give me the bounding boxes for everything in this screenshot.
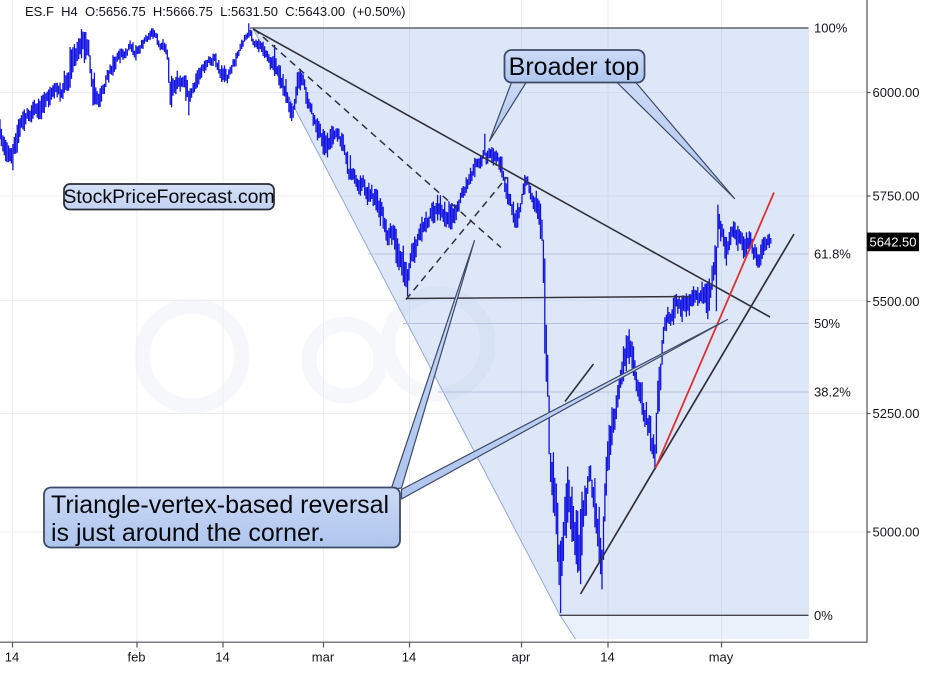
svg-text:5750.00: 5750.00 [873, 189, 920, 204]
svg-text:14: 14 [402, 650, 416, 665]
svg-text:mar: mar [312, 650, 335, 665]
svg-text:StockPriceForecast.com: StockPriceForecast.com [63, 186, 274, 208]
svg-text:14: 14 [5, 650, 19, 665]
svg-text:5500.00: 5500.00 [873, 294, 920, 309]
svg-text:Triangle-vertex-based reversal: Triangle-vertex-based reversal [51, 491, 389, 519]
svg-text:may: may [709, 650, 734, 665]
svg-text:0%: 0% [814, 608, 833, 623]
svg-text:Broader top: Broader top [509, 53, 640, 81]
svg-text:5250.00: 5250.00 [873, 406, 920, 421]
svg-text:feb: feb [127, 650, 145, 665]
svg-text:61.8%: 61.8% [814, 247, 851, 262]
svg-text:50%: 50% [814, 316, 840, 331]
svg-text:ES.F H4 O:5656.75 H:5666.75: ES.F H4 O:5656.75 H:5666.75 L:5631.50 C:… [25, 4, 406, 19]
svg-text:5642.50: 5642.50 [870, 235, 917, 250]
svg-text:is just around the corner.: is just around the corner. [51, 519, 325, 547]
svg-text:14: 14 [600, 650, 614, 665]
svg-text:38.2%: 38.2% [814, 385, 851, 400]
svg-text:14: 14 [215, 650, 229, 665]
svg-text:apr: apr [512, 650, 531, 665]
svg-text:5000.00: 5000.00 [873, 525, 920, 540]
svg-text:100%: 100% [814, 21, 848, 36]
svg-text:6000.00: 6000.00 [873, 85, 920, 100]
